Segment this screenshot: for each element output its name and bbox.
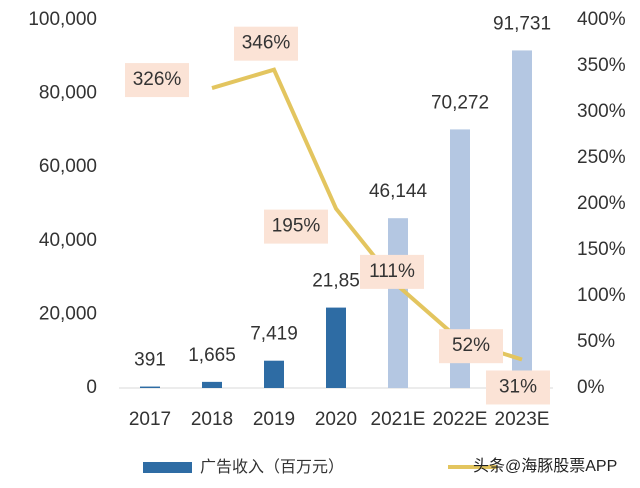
bar-value-label: 91,731 — [493, 13, 551, 34]
bar-value-label: 7,419 — [250, 324, 298, 345]
line-value-label: 326% — [133, 69, 182, 90]
x-tick-label: 2023E — [495, 409, 550, 430]
bar — [450, 129, 470, 388]
y2-tick-label: 200% — [577, 193, 626, 214]
line-label-box — [439, 329, 503, 364]
line-label-box — [234, 26, 298, 61]
bar — [202, 381, 222, 388]
y-tick-label: 40,000 — [39, 230, 97, 251]
y-tick-label: 60,000 — [39, 156, 97, 177]
line-value-label: 195% — [272, 216, 321, 237]
y2-tick-label: 350% — [577, 55, 626, 76]
y2-tick-label: 400% — [577, 9, 626, 30]
y2-tick-label: 0% — [577, 377, 605, 398]
line-label-box — [486, 370, 550, 405]
bar — [140, 386, 160, 388]
y2-tick-label: 50% — [577, 331, 615, 352]
line-label-box — [360, 254, 424, 289]
y2-tick-label: 300% — [577, 101, 626, 122]
watermark: 头条@海豚股票APP — [473, 457, 617, 475]
bar — [264, 360, 284, 388]
line-value-label: 31% — [499, 376, 537, 397]
bar — [512, 50, 532, 388]
x-tick-label: 2020 — [315, 409, 357, 430]
y2-tick-label: 150% — [577, 239, 626, 260]
bar-value-label: 391 — [134, 350, 166, 371]
y-tick-label: 100,000 — [28, 9, 97, 30]
legend-swatch — [143, 462, 192, 473]
line-value-label: 346% — [242, 33, 291, 54]
x-tick-label: 2019 — [253, 409, 295, 430]
x-tick-label: 2022E — [433, 409, 488, 430]
x-tick-label: 2017 — [129, 409, 171, 430]
bar-value-label: 21,85 — [312, 271, 360, 292]
bar — [326, 307, 346, 388]
legend-label: 广告收入（百万元） — [200, 458, 344, 476]
y-tick-label: 80,000 — [39, 83, 97, 104]
y-tick-label: 0 — [86, 377, 97, 398]
x-tick-label: 2018 — [191, 409, 233, 430]
bar-value-label: 70,272 — [431, 92, 489, 113]
y-tick-label: 20,000 — [39, 303, 97, 324]
line-label-box — [264, 209, 328, 244]
bar-value-label: 1,665 — [188, 345, 236, 366]
line-label-box — [125, 63, 189, 98]
bar — [388, 218, 408, 388]
bar-value-label: 46,144 — [369, 181, 428, 202]
y2-tick-label: 100% — [577, 285, 626, 306]
y2-tick-label: 250% — [577, 147, 626, 168]
line-value-label: 111% — [369, 261, 415, 282]
line-value-label: 52% — [452, 335, 490, 356]
x-tick-label: 2021E — [371, 409, 426, 430]
